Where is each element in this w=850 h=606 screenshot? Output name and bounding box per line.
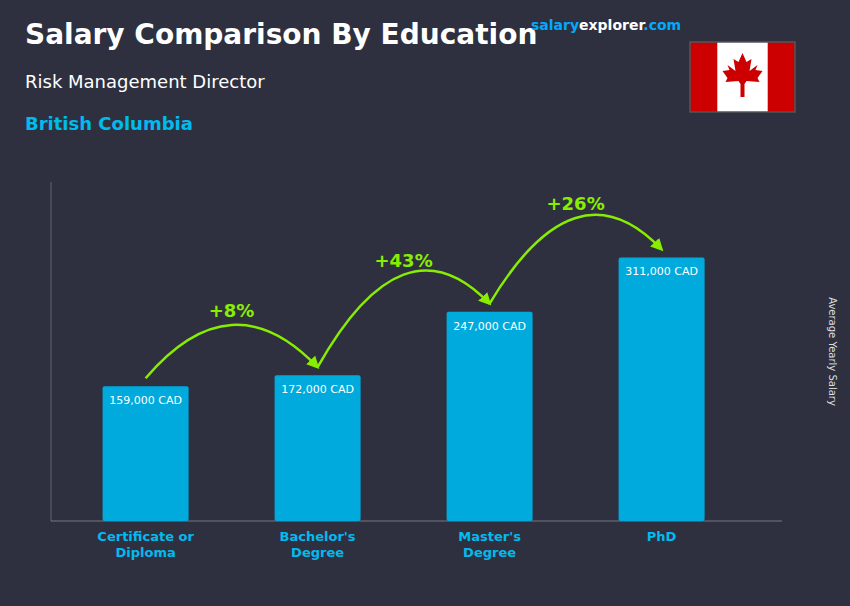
value-label: 247,000 CAD: [453, 320, 526, 333]
x-tick-label-line: Certificate or: [97, 529, 194, 544]
increase-label: +43%: [375, 250, 433, 271]
chart-container: 159,000 CAD 172,000 CAD 247,000 CAD 311,000…: [0, 0, 850, 606]
value-label: 311,000 CAD: [625, 265, 698, 278]
website-part: salary: [531, 17, 579, 33]
y-axis-label: Average Yearly Salary: [827, 297, 838, 406]
increase-arrow: [318, 270, 490, 367]
value-label: 159,000 CAD: [109, 394, 182, 407]
x-tick-label: Master'sDegree: [458, 529, 521, 560]
x-tick-label: Certificate orDiploma: [97, 529, 194, 560]
bar: [275, 375, 361, 521]
x-tick-label: Bachelor'sDegree: [280, 529, 356, 560]
increase-arrow: [490, 215, 662, 304]
x-tick-label-line: Degree: [463, 545, 516, 560]
flag-stripe: [768, 42, 795, 112]
x-tick-label-line: Bachelor's: [280, 529, 356, 544]
bar: [103, 386, 189, 521]
value-label: 172,000 CAD: [281, 383, 354, 396]
y-axis-line: [51, 182, 52, 521]
website-part: .com: [643, 17, 681, 33]
flag-border: [690, 42, 795, 112]
x-tick-label-line: PhD: [647, 529, 677, 544]
flag-field: [690, 42, 795, 112]
x-tick-label: PhD: [647, 529, 677, 544]
website: salaryexplorer.com: [531, 17, 681, 33]
x-tick-label-line: Diploma: [115, 545, 175, 560]
increase-arrow: [146, 325, 318, 378]
increase-label: +26%: [547, 193, 605, 214]
bar: [619, 257, 705, 521]
maple-leaf: [723, 53, 763, 97]
website-part: explorer: [579, 17, 645, 33]
title: Salary Comparison By Education: [25, 18, 537, 51]
increase-label: +8%: [209, 300, 255, 321]
bars: [103, 257, 705, 521]
bar: [447, 312, 533, 521]
chart-svg: 159,000 CAD 172,000 CAD 247,000 CAD 311,000…: [0, 0, 850, 606]
flag-stripe: [690, 42, 717, 112]
location: British Columbia: [25, 113, 193, 134]
subtitle: Risk Management Director: [25, 71, 265, 92]
flag: [690, 42, 795, 112]
x-tick-label-line: Master's: [458, 529, 521, 544]
x-tick-label-line: Degree: [291, 545, 344, 560]
background: [0, 0, 850, 606]
